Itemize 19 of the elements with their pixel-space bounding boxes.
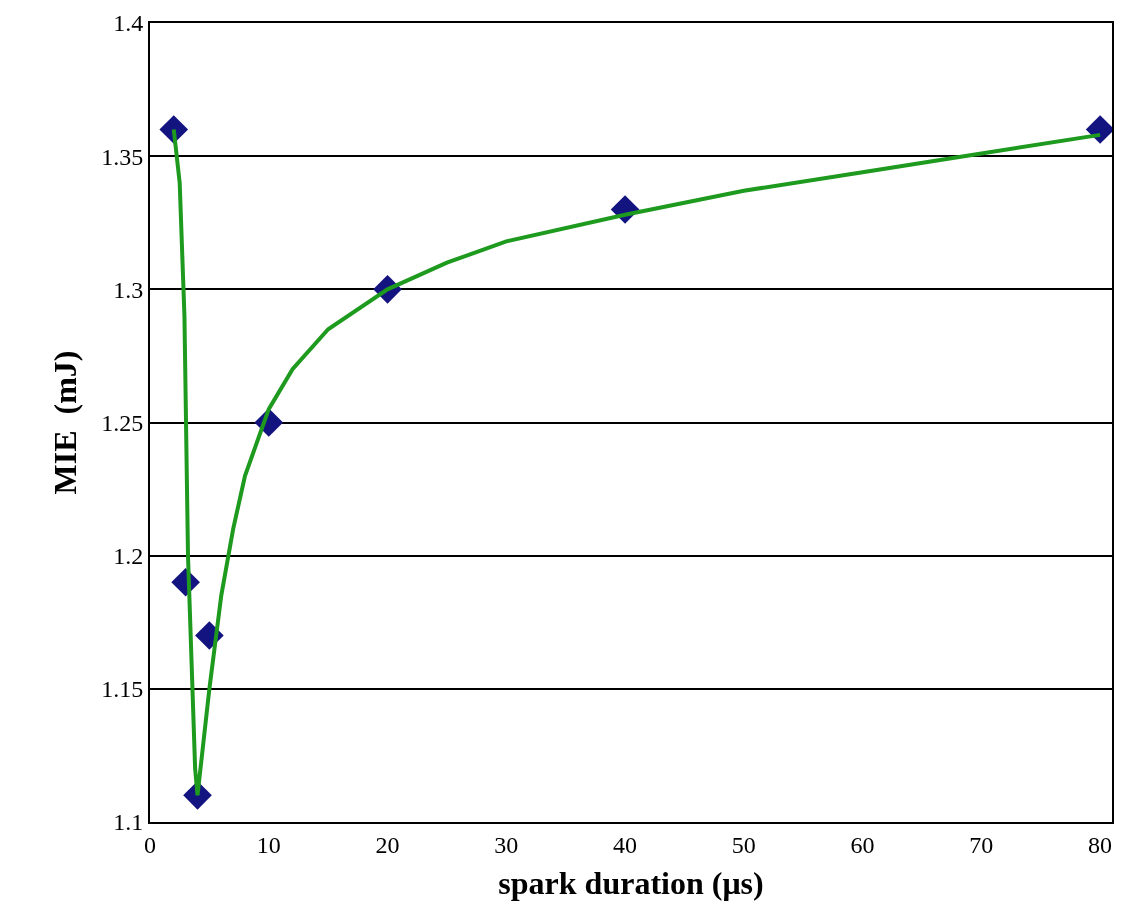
y-tick-label: 1.25 xyxy=(101,409,144,436)
x-tick-label: 10 xyxy=(256,831,281,858)
y-tick-label: 1.2 xyxy=(113,543,144,570)
x-tick-label: 0 xyxy=(144,831,156,858)
x-tick-label: 40 xyxy=(613,831,638,858)
x-tick-label: 30 xyxy=(494,831,519,858)
y-tick-label: 1.1 xyxy=(113,809,144,836)
x-tick-label: 80 xyxy=(1088,831,1113,858)
y-tick-label: 1.15 xyxy=(101,676,144,703)
x-axis-title: spark duration (μs) xyxy=(498,865,764,902)
x-tick-label: 20 xyxy=(375,831,400,858)
x-tick-label: 60 xyxy=(850,831,875,858)
y-tick-label: 1.35 xyxy=(101,143,144,170)
x-tick-label: 50 xyxy=(731,831,756,858)
y-axis-title: MIE (mJ) xyxy=(47,350,83,495)
point xyxy=(1085,115,1112,144)
y-tick-label: 1.3 xyxy=(113,276,144,303)
y-tick-label: 1.4 xyxy=(113,10,144,37)
x-tick-label: 70 xyxy=(969,831,994,858)
